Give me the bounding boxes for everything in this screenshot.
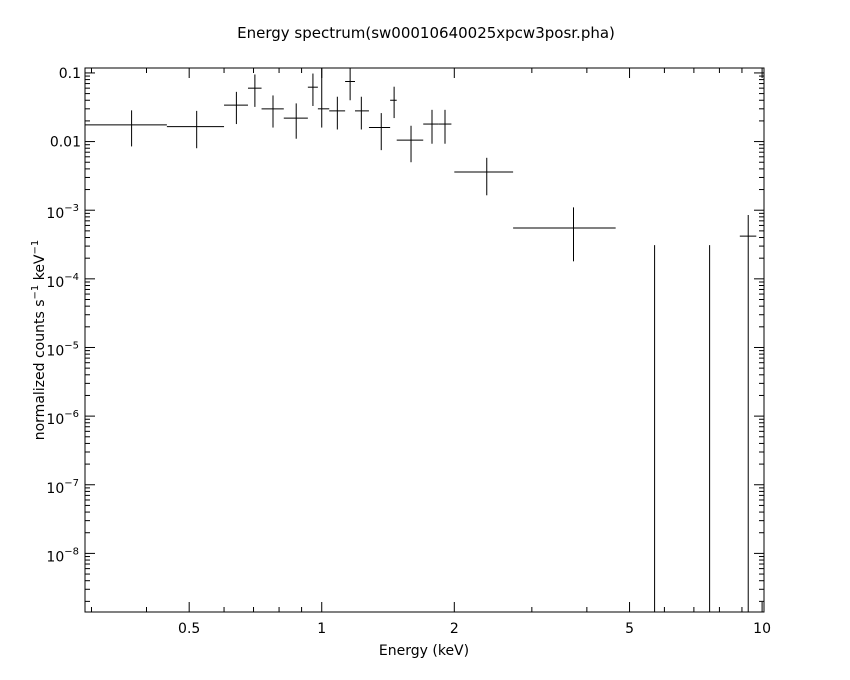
data-point <box>166 110 225 149</box>
x-tick-label: 10 <box>753 621 771 637</box>
x-tick-label: 2 <box>450 621 459 637</box>
data-point <box>390 86 397 119</box>
chart-title: Energy spectrum(sw00010640025xpcw3posr.p… <box>237 24 615 42</box>
data-point <box>329 96 346 130</box>
y-tick-label: 0.1 <box>59 66 81 82</box>
y-tick-exponent: −8 <box>64 546 79 557</box>
y-tick-label: 0.01 <box>50 135 81 151</box>
data-point <box>739 215 757 612</box>
y-tick-mantissa: 10 <box>46 412 64 428</box>
data-point <box>317 68 330 128</box>
y-tick-mantissa: 10 <box>46 481 64 497</box>
y-tick-exponent: −3 <box>64 203 79 214</box>
plot-frame <box>84 67 765 613</box>
y-tick-label: 10−6 <box>46 409 79 428</box>
y-axis-label: normalized counts s−1 keV−1 <box>30 240 48 441</box>
data-point <box>247 74 262 107</box>
y-axis-label-base: normalized counts s <box>32 299 48 440</box>
y-tick-label: 10−4 <box>46 272 79 291</box>
data-point <box>368 113 391 151</box>
y-tick-label: 10−3 <box>46 203 79 222</box>
y-tick-mantissa: 10 <box>46 549 64 565</box>
data-point <box>85 110 167 147</box>
y-tick-exponent: −4 <box>64 272 79 283</box>
x-axis-label: Energy (keV) <box>379 643 469 659</box>
y-tick-mantissa: 10 <box>46 343 64 359</box>
x-tick-label: 0.5 <box>178 621 200 637</box>
y-axis-label-sup1: −1 <box>30 285 41 300</box>
data-point <box>283 103 308 139</box>
data-point <box>423 109 439 144</box>
y-tick-label: 10−5 <box>46 340 79 359</box>
x-tick-label: 5 <box>625 621 634 637</box>
data-point <box>454 157 514 196</box>
y-tick-exponent: −7 <box>64 478 79 489</box>
data-point <box>438 109 452 144</box>
y-tick-label: 10−7 <box>46 478 79 497</box>
data-point <box>345 68 356 101</box>
data-series <box>85 68 757 612</box>
data-point <box>307 73 318 106</box>
y-tick-exponent: −6 <box>64 409 79 420</box>
data-point <box>355 96 369 130</box>
data-point <box>513 207 616 262</box>
y-tick-exponent: −5 <box>64 340 79 351</box>
x-tick-label: 1 <box>317 621 326 637</box>
y-axis-label-sup2: −1 <box>30 240 41 255</box>
y-tick-mantissa: 10 <box>46 206 64 222</box>
data-point <box>224 91 248 125</box>
y-tick-mantissa: 10 <box>46 275 64 291</box>
y-tick-label: 10−8 <box>46 546 79 565</box>
data-point <box>261 95 284 128</box>
data-point <box>396 125 424 163</box>
y-axis-label-mid: keV <box>32 254 48 285</box>
